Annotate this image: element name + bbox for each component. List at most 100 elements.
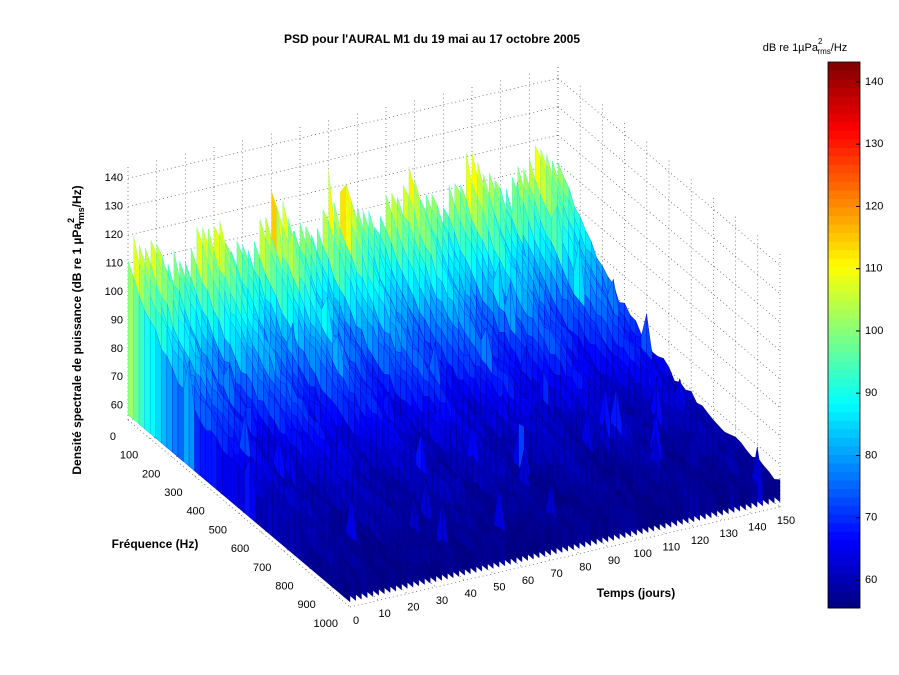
surface-patch bbox=[608, 515, 614, 540]
colorbar-swatch bbox=[828, 531, 860, 540]
colorbar-swatch bbox=[828, 88, 860, 97]
colorbar-swatch bbox=[828, 591, 860, 600]
colorbar-swatch bbox=[828, 352, 860, 361]
surface-patch bbox=[283, 521, 289, 551]
colorbar-swatch bbox=[828, 139, 860, 148]
surface-patch bbox=[413, 564, 419, 586]
colorbar-swatch bbox=[828, 599, 860, 608]
colorbar-title-sup: 2 bbox=[818, 37, 823, 46]
colorbar-swatch bbox=[828, 582, 860, 591]
colorbar-swatch bbox=[828, 369, 860, 378]
z-tick-label: 130 bbox=[105, 201, 123, 213]
surface-patch bbox=[317, 554, 323, 579]
colorbar: 60708090100110120130140 bbox=[828, 62, 883, 609]
surface-patch bbox=[482, 546, 488, 570]
colorbar-tick-label: 140 bbox=[865, 76, 883, 88]
y-tick-label: 400 bbox=[186, 506, 204, 518]
z-tick-label: 80 bbox=[111, 343, 123, 355]
colorbar-swatch bbox=[828, 309, 860, 318]
colorbar-swatch bbox=[828, 565, 860, 574]
surface-patch bbox=[161, 349, 167, 448]
surface-patch bbox=[774, 479, 780, 502]
x-tick-label: 0 bbox=[353, 615, 359, 627]
colorbar-swatch bbox=[828, 514, 860, 523]
surface-patch bbox=[239, 469, 245, 513]
colorbar-swatch bbox=[828, 62, 860, 71]
surface-patch bbox=[648, 513, 654, 531]
surface-patch bbox=[178, 383, 184, 461]
colorbar-swatch bbox=[828, 113, 860, 122]
colorbar-swatch bbox=[828, 335, 860, 344]
colorbar-swatch bbox=[828, 96, 860, 105]
colorbar-swatch bbox=[828, 472, 860, 481]
colorbar-tick-label: 130 bbox=[865, 138, 883, 150]
colorbar-swatch bbox=[828, 181, 860, 190]
colorbar-swatch bbox=[828, 258, 860, 267]
colorbar-swatch bbox=[828, 344, 860, 353]
colorbar-swatch bbox=[828, 574, 860, 583]
colorbar-tick-label: 100 bbox=[865, 325, 883, 337]
x-tick-label: 10 bbox=[379, 608, 391, 620]
colorbar-tick-label: 110 bbox=[865, 263, 883, 275]
x-tick-label: 50 bbox=[493, 582, 505, 594]
surface-patch bbox=[333, 568, 339, 593]
colorbar-swatch bbox=[828, 523, 860, 532]
colorbar-swatch bbox=[828, 378, 860, 387]
colorbar-tick-label: 70 bbox=[865, 512, 877, 524]
colorbar-swatch bbox=[828, 301, 860, 310]
colorbar-title-sub: rms bbox=[817, 47, 830, 56]
surface-patch bbox=[746, 486, 752, 509]
colorbar-swatch bbox=[828, 480, 860, 489]
surface-patch bbox=[471, 551, 477, 572]
surface-patch bbox=[200, 421, 206, 480]
surface-patch bbox=[145, 310, 151, 433]
surface-patch bbox=[436, 558, 442, 580]
colorbar-swatch bbox=[828, 164, 860, 173]
colorbar-swatch bbox=[828, 267, 860, 276]
colorbar-swatch bbox=[828, 489, 860, 498]
colorbar-swatch bbox=[828, 429, 860, 438]
surface-patch bbox=[442, 554, 448, 579]
z-tick-label: 140 bbox=[105, 172, 123, 184]
surface-patch bbox=[390, 568, 396, 592]
surface-patch bbox=[128, 261, 134, 420]
colorbar-title-tail: /Hz bbox=[831, 42, 848, 54]
colorbar-swatch bbox=[828, 292, 860, 301]
surface-patch bbox=[448, 553, 454, 578]
x-tick-label: 30 bbox=[436, 595, 448, 607]
x-tick-label: 150 bbox=[777, 515, 795, 527]
colorbar-swatch bbox=[828, 454, 860, 463]
colorbar-swatch bbox=[828, 71, 860, 80]
colorbar-swatch bbox=[828, 420, 860, 429]
surface-patch bbox=[499, 540, 505, 566]
colorbar-swatch bbox=[828, 361, 860, 370]
x-tick-label: 70 bbox=[551, 568, 563, 580]
x-tick-label: 120 bbox=[691, 535, 709, 547]
surface-patch bbox=[206, 431, 212, 485]
z-tick-label: 60 bbox=[111, 400, 123, 412]
x-tick-label: 100 bbox=[633, 548, 651, 560]
x-tick-label: 90 bbox=[608, 555, 620, 567]
colorbar-swatch bbox=[828, 318, 860, 327]
y-tick-label: 600 bbox=[231, 543, 249, 555]
z-axis-title-tail: /Hz) bbox=[70, 185, 84, 207]
x-tick-label: 130 bbox=[719, 528, 737, 540]
surface-patch bbox=[706, 493, 712, 518]
surface-patch bbox=[700, 496, 706, 519]
z-axis-title-text: Densité spectrale de puissance (dB re 1 … bbox=[70, 223, 84, 475]
colorbar-swatch bbox=[828, 437, 860, 446]
surface-patch bbox=[677, 502, 683, 525]
z-axis-title: Densité spectrale de puissance (dB re 1 … bbox=[66, 185, 86, 474]
surface-patch bbox=[322, 558, 328, 583]
surface-patch bbox=[528, 538, 534, 559]
colorbar-tick-label: 90 bbox=[865, 387, 877, 399]
surface-patch bbox=[568, 528, 574, 550]
z-tick-label: 90 bbox=[111, 314, 123, 326]
surface-patch bbox=[228, 456, 234, 504]
surface-patch bbox=[729, 482, 735, 513]
colorbar-title: dB re 1µPa2rms/Hz bbox=[763, 37, 848, 56]
surface-patch bbox=[539, 533, 545, 556]
colorbar-swatch bbox=[828, 497, 860, 506]
y-tick-label: 1000 bbox=[314, 618, 338, 630]
colorbar-swatch bbox=[828, 326, 860, 335]
